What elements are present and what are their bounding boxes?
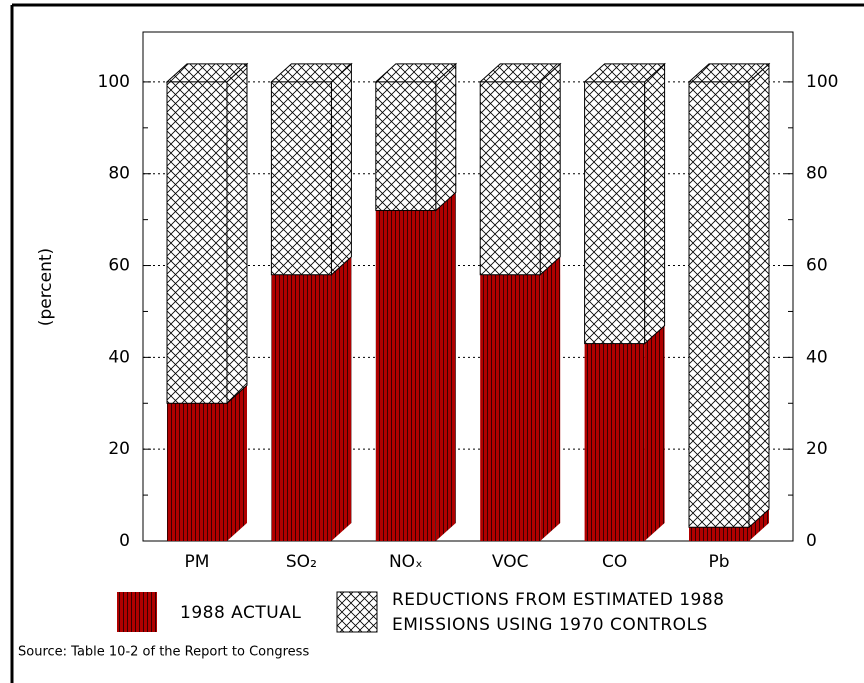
y2-tick-label: 40 — [806, 347, 828, 367]
bar — [270, 81, 332, 276]
bar-side — [435, 62, 457, 212]
bar — [271, 274, 332, 541]
x-tick-label: NOₓ — [389, 552, 423, 572]
x-tick-label: SO₂ — [286, 552, 317, 572]
y2-tick-label: 0 — [806, 531, 817, 551]
bar — [375, 210, 436, 542]
bar — [166, 81, 228, 404]
y-tick-label: 80 — [108, 164, 130, 184]
x-tick-label: VOC — [492, 552, 529, 572]
bar-side — [539, 62, 561, 276]
bar — [689, 527, 749, 541]
bar — [167, 403, 227, 541]
bar-side — [330, 62, 352, 276]
y2-tick-label: 80 — [806, 164, 828, 184]
y2-tick-label: 20 — [806, 439, 828, 459]
y-tick-label: 100 — [98, 72, 130, 92]
plot-frame — [142, 31, 794, 542]
bar-side — [644, 325, 665, 541]
bar-side — [226, 62, 248, 405]
bar-side — [540, 256, 561, 541]
bar-side — [227, 385, 247, 541]
y2-tick-label: 60 — [806, 256, 828, 276]
bar — [375, 81, 437, 211]
legend-swatch — [117, 592, 157, 632]
legend-label: 1988 ACTUAL — [180, 603, 301, 623]
bar-side — [749, 509, 769, 541]
y-tick-label: 60 — [108, 256, 130, 276]
bar-side — [644, 62, 666, 345]
x-tick-label: CO — [602, 552, 627, 572]
y-tick-label: 0 — [119, 531, 130, 551]
y2-tick-label: 100 — [806, 72, 838, 92]
source-note: Source: Table 10-2 of the Report to Cong… — [18, 645, 309, 660]
x-tick-label: Pb — [708, 552, 729, 572]
bar — [584, 81, 646, 345]
bar-side — [748, 62, 770, 529]
bar — [584, 343, 645, 541]
bar — [479, 81, 541, 276]
legend-label: REDUCTIONS FROM ESTIMATED 1988 EMISSIONS… — [392, 590, 725, 635]
x-tick-label: PM — [185, 552, 210, 572]
y-axis-label: (percent) — [36, 248, 56, 326]
bar-side — [331, 256, 352, 541]
bar-side — [435, 192, 456, 542]
bar — [480, 274, 541, 541]
y-tick-label: 20 — [108, 439, 130, 459]
y-tick-label: 40 — [108, 347, 130, 367]
legend-swatch — [336, 591, 378, 633]
bar — [688, 81, 750, 528]
